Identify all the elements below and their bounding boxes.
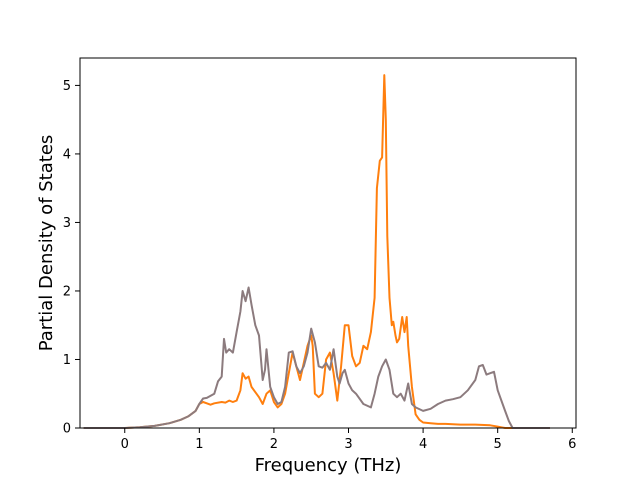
x-tick-label: 3 [344, 437, 352, 452]
y-tick-label: 1 [63, 353, 71, 368]
series-layer [83, 74, 550, 429]
y-tick-label: 5 [63, 79, 71, 94]
y-tick-label: 2 [63, 284, 71, 299]
x-tick-label: 0 [121, 437, 129, 452]
x-axis-ticks: 0 1 2 3 4 5 6 [121, 428, 576, 452]
x-tick-label: 1 [195, 437, 203, 452]
y-axis-label: Partial Density of States [36, 135, 57, 352]
x-tick-label: 4 [419, 437, 427, 452]
y-tick-label: 4 [63, 147, 71, 162]
y-tick-label: 0 [63, 422, 71, 437]
plot-background [80, 58, 576, 428]
x-tick-label: 6 [568, 437, 576, 452]
series-line-2 [83, 286, 550, 429]
x-tick-label: 5 [494, 437, 502, 452]
y-axis-ticks: 0 1 2 3 4 5 [63, 79, 80, 437]
x-axis-label: Frequency (THz) [255, 455, 402, 476]
plot-frame [79, 57, 577, 429]
x-tick-label: 2 [270, 437, 278, 452]
y-tick-label: 3 [63, 216, 71, 231]
